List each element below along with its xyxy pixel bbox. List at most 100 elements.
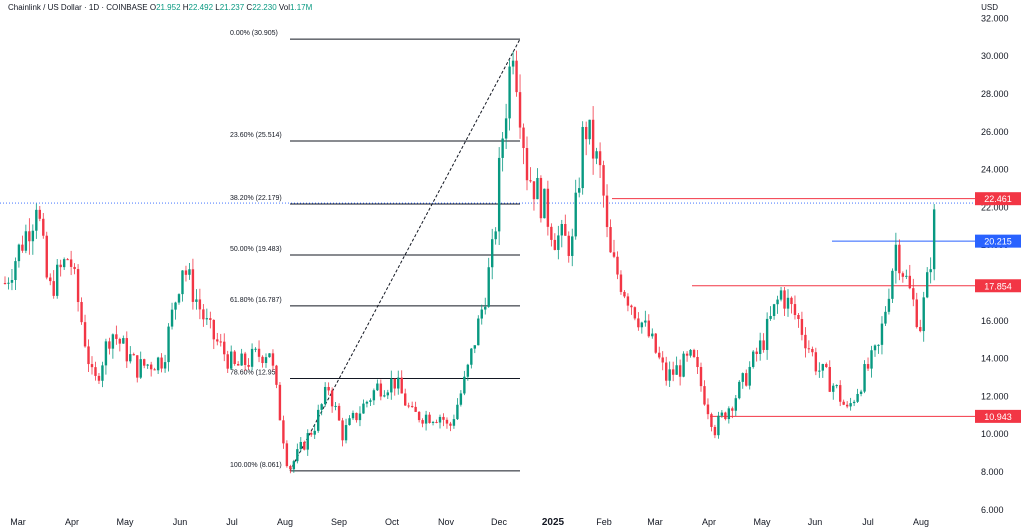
- candle-body: [807, 348, 811, 350]
- candle-body: [800, 318, 804, 335]
- candle-body: [414, 406, 417, 412]
- candle-body: [341, 420, 344, 441]
- candle-body: [167, 326, 170, 363]
- candle-body: [842, 401, 845, 405]
- candle-body: [417, 411, 421, 421]
- candle-body: [334, 405, 337, 407]
- candle-body: [717, 415, 720, 436]
- candle-body: [379, 383, 383, 397]
- candle-body: [66, 259, 69, 261]
- y-tick-label: 28.000: [981, 89, 1009, 99]
- high-value: 22.492: [188, 3, 214, 12]
- candle-body: [358, 413, 362, 421]
- candle-body: [859, 391, 863, 394]
- candle-body: [407, 405, 410, 407]
- candle-body: [351, 412, 355, 419]
- candle-body: [710, 414, 713, 427]
- candle-body: [428, 414, 431, 423]
- candle-body: [793, 304, 797, 315]
- candle-body: [494, 231, 497, 240]
- y-tick-label: 22.000: [981, 202, 1009, 212]
- candle-body: [14, 261, 17, 280]
- candle-body: [337, 405, 341, 421]
- candle-body: [828, 367, 831, 392]
- candle-body: [219, 341, 222, 343]
- candle-body: [233, 351, 236, 364]
- candle-body: [602, 165, 605, 196]
- candle-body: [115, 334, 118, 339]
- candle-body: [344, 425, 348, 441]
- candle-body: [591, 119, 595, 159]
- candle-body: [692, 349, 696, 357]
- open-label: O: [149, 3, 157, 12]
- candle-body: [852, 401, 856, 404]
- chart-header: Chainlink / US Dollar · 1D · COINBASE O2…: [8, 3, 312, 12]
- candle-body: [410, 405, 414, 407]
- candle-body: [456, 404, 459, 420]
- candle-body: [31, 230, 35, 242]
- candle-body: [887, 298, 891, 312]
- candle-body: [87, 346, 90, 365]
- candle-body: [463, 376, 466, 394]
- candle-body: [912, 288, 915, 300]
- candle-body: [306, 433, 309, 450]
- candle-body: [17, 244, 21, 262]
- candle-body: [226, 354, 229, 369]
- currency-label: USD: [981, 3, 998, 12]
- candle-body: [560, 224, 563, 236]
- candle-body: [442, 416, 445, 420]
- candle-body: [136, 355, 139, 378]
- candle-body: [755, 351, 758, 354]
- volume-label: Vol: [278, 3, 291, 12]
- candle-body: [501, 138, 504, 158]
- candle-body: [289, 466, 292, 470]
- candle-body: [665, 362, 668, 381]
- candle-body: [790, 297, 793, 305]
- candle-body: [94, 367, 97, 376]
- candle-body: [616, 256, 619, 275]
- candle-body: [689, 349, 692, 356]
- candle-body: [884, 311, 887, 324]
- candle-body: [863, 364, 866, 392]
- candle-body: [703, 386, 706, 405]
- candle-body: [355, 412, 358, 421]
- candle-body: [487, 267, 490, 307]
- candle-body: [177, 294, 181, 303]
- candle-body: [564, 224, 567, 236]
- candle-body: [929, 269, 932, 273]
- candle-body: [758, 340, 762, 354]
- candle-body: [633, 307, 637, 319]
- candle-body: [397, 377, 400, 389]
- candle-body: [849, 403, 852, 407]
- candle-body: [3, 283, 7, 284]
- candle-body: [905, 275, 908, 277]
- candle-body: [299, 441, 302, 450]
- candle-body: [163, 362, 167, 369]
- level-price-tag: [975, 234, 1021, 248]
- candle-body: [518, 92, 522, 128]
- candle-body: [532, 181, 536, 200]
- candle-body: [62, 259, 66, 268]
- candle-body: [101, 365, 104, 381]
- candle-body: [821, 364, 824, 371]
- candle-body: [619, 274, 623, 292]
- candle-body: [243, 353, 247, 365]
- candle-body: [640, 322, 644, 328]
- x-tick-label: Jun: [808, 517, 823, 527]
- candle-body: [240, 353, 243, 366]
- candle-body: [268, 353, 271, 358]
- candle-body: [654, 333, 657, 353]
- candle-body: [452, 419, 456, 426]
- candle-body: [630, 305, 633, 308]
- close-label: C: [246, 3, 253, 12]
- candle-body: [247, 364, 250, 367]
- y-tick-label: 12.000: [981, 391, 1009, 401]
- candle-body: [181, 270, 184, 295]
- candle-body: [748, 366, 751, 386]
- candle-body: [546, 188, 550, 227]
- candle-body: [111, 334, 115, 349]
- y-tick-label: 30.000: [981, 51, 1009, 61]
- candle-body: [539, 177, 543, 219]
- candle-body: [525, 148, 529, 181]
